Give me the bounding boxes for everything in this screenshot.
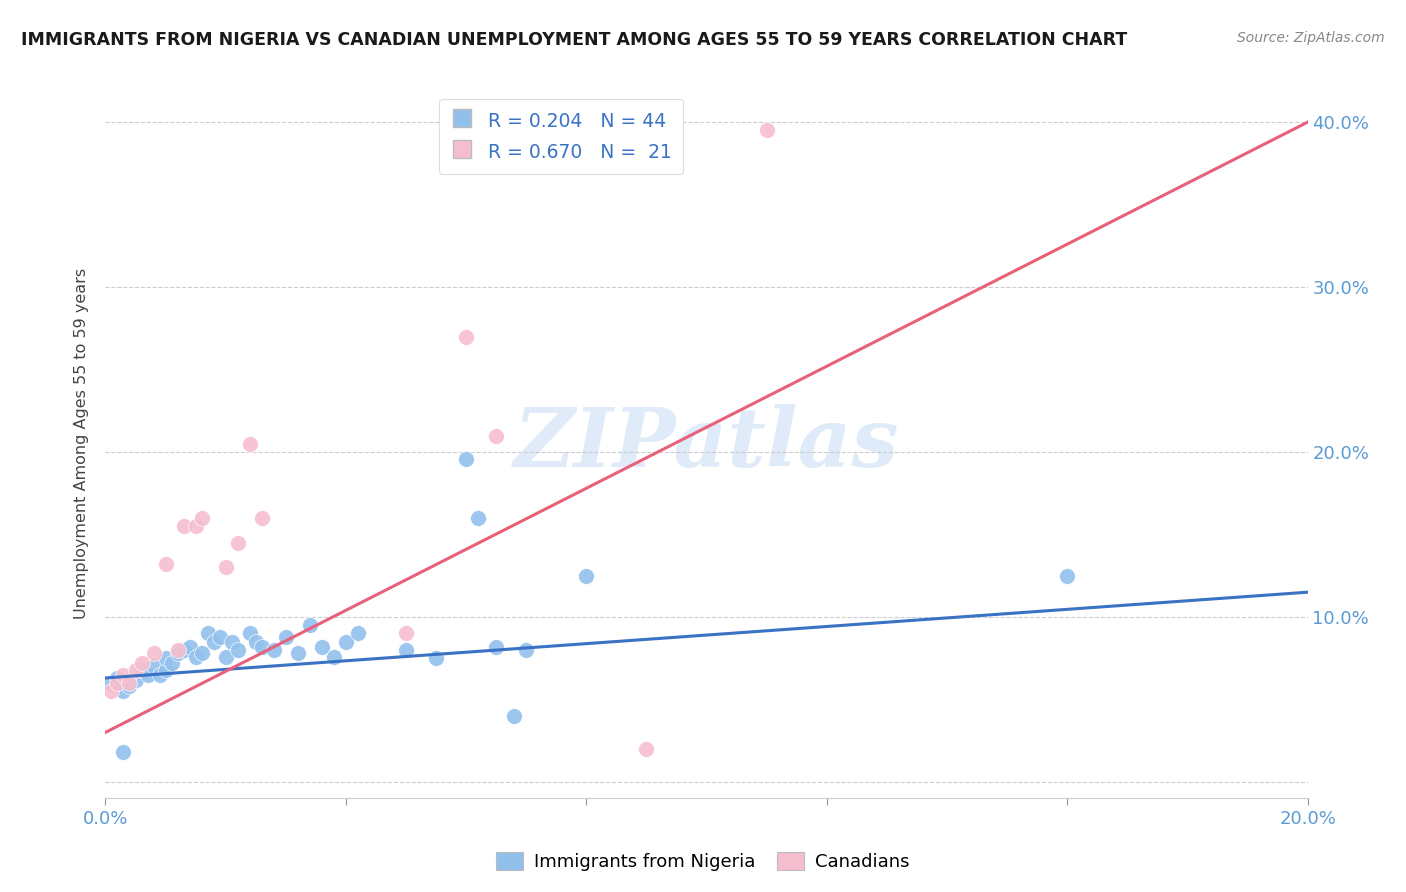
Point — [190, 646, 212, 660]
Point — [485, 428, 508, 442]
Point — [100, 676, 122, 690]
Point — [575, 568, 598, 582]
Point — [131, 656, 153, 670]
Point — [100, 684, 122, 698]
Point — [107, 671, 129, 685]
Point — [287, 646, 309, 660]
Point — [335, 634, 357, 648]
Point — [173, 519, 195, 533]
Point — [184, 519, 207, 533]
Point — [250, 511, 273, 525]
Point — [131, 663, 153, 677]
Point — [197, 626, 219, 640]
Point — [112, 684, 135, 698]
Point — [515, 643, 537, 657]
Point — [454, 329, 477, 343]
Point — [124, 673, 146, 687]
Legend: Immigrants from Nigeria, Canadians: Immigrants from Nigeria, Canadians — [489, 846, 917, 879]
Point — [245, 634, 267, 648]
Point — [142, 659, 165, 673]
Point — [322, 649, 344, 664]
Text: Source: ZipAtlas.com: Source: ZipAtlas.com — [1237, 31, 1385, 45]
Point — [467, 511, 489, 525]
Point — [179, 640, 201, 654]
Point — [184, 649, 207, 664]
Point — [208, 630, 231, 644]
Point — [454, 451, 477, 466]
Point — [166, 643, 188, 657]
Point — [160, 656, 183, 670]
Point — [166, 646, 188, 660]
Point — [214, 560, 236, 574]
Point — [263, 643, 285, 657]
Point — [395, 626, 418, 640]
Point — [425, 651, 447, 665]
Point — [190, 511, 212, 525]
Point — [202, 634, 225, 648]
Text: IMMIGRANTS FROM NIGERIA VS CANADIAN UNEMPLOYMENT AMONG AGES 55 TO 59 YEARS CORRE: IMMIGRANTS FROM NIGERIA VS CANADIAN UNEM… — [21, 31, 1128, 49]
Point — [214, 649, 236, 664]
Point — [112, 745, 135, 759]
Point — [136, 667, 159, 681]
Point — [274, 630, 297, 644]
Point — [755, 123, 778, 137]
Point — [148, 667, 170, 681]
Point — [298, 618, 321, 632]
Point — [142, 646, 165, 660]
Y-axis label: Unemployment Among Ages 55 to 59 years: Unemployment Among Ages 55 to 59 years — [75, 268, 90, 619]
Point — [155, 663, 177, 677]
Point — [226, 535, 249, 549]
Point — [347, 626, 370, 640]
Point — [226, 643, 249, 657]
Point — [1056, 568, 1078, 582]
Point — [239, 436, 262, 450]
Point — [250, 640, 273, 654]
Point — [503, 709, 526, 723]
Point — [239, 626, 262, 640]
Point — [155, 557, 177, 571]
Point — [311, 640, 333, 654]
Point — [124, 663, 146, 677]
Point — [221, 634, 243, 648]
Point — [107, 676, 129, 690]
Point — [155, 651, 177, 665]
Point — [636, 742, 658, 756]
Point — [485, 640, 508, 654]
Point — [118, 676, 141, 690]
Point — [118, 679, 141, 693]
Point — [112, 667, 135, 681]
Text: ZIPatlas: ZIPatlas — [513, 404, 900, 483]
Point — [173, 643, 195, 657]
Legend: R = 0.204   N = 44, R = 0.670   N =  21: R = 0.204 N = 44, R = 0.670 N = 21 — [440, 99, 683, 174]
Point — [395, 643, 418, 657]
